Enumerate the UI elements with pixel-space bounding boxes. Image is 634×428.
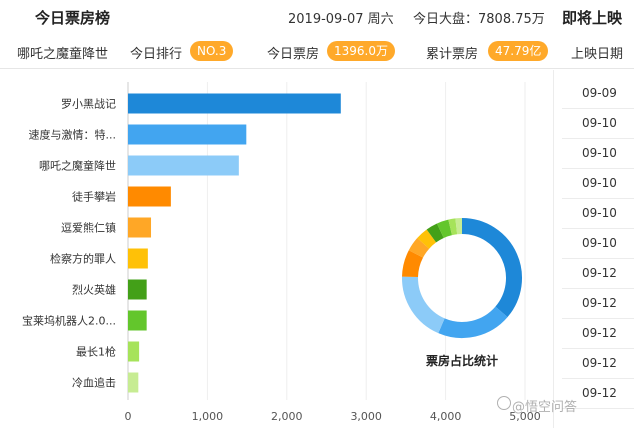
bar: [128, 248, 148, 269]
release-date-separator: [562, 138, 634, 139]
x-tick-label: 5,000: [509, 410, 541, 423]
box-office-chart: 0 1,000 2,000 3,000 4,000 5,000 罗小黑战记速度与激情：特..…: [22, 82, 541, 423]
bar-category-label: 宝莱坞机器人2.0...: [22, 314, 116, 328]
release-date: 09-12: [582, 386, 617, 400]
bar-category-label: 徒手攀岩: [72, 190, 116, 204]
release-date-separator: [562, 168, 634, 169]
release-date-separator: [562, 258, 634, 259]
donut-title: 票房占比统计: [426, 353, 498, 368]
release-date-separator: [562, 378, 634, 379]
donut-slice: [426, 223, 444, 243]
bar: [128, 93, 341, 114]
donut-slice: [417, 229, 437, 249]
release-date-separator: [562, 108, 634, 109]
release-date: 09-09: [582, 86, 617, 100]
total-box-badge: 47.79亿: [488, 41, 549, 61]
watermark-icon: [497, 396, 511, 410]
bar-category-label: 速度与激情：特...: [29, 128, 117, 142]
bar: [128, 279, 147, 300]
release-date-separator: [562, 288, 634, 289]
bar-category-label: 烈火英雄: [72, 283, 116, 297]
upcoming-title: 即将上映: [562, 9, 623, 27]
rank-badge: NO.3: [190, 41, 234, 61]
header: 今日票房榜 2019-09-07 周六 今日大盘：7808.75万 即将上映: [0, 0, 634, 34]
market-total-text: 今日大盘：7808.75万: [413, 12, 545, 27]
release-date: 09-12: [582, 296, 617, 310]
bar-category-label: 冷血追击: [72, 376, 116, 390]
donut-slice: [438, 306, 508, 338]
today-box-badge: 1396.0万: [327, 41, 395, 61]
release-date-separator: [562, 198, 634, 199]
bar: [128, 186, 171, 207]
release-date: 09-12: [582, 326, 617, 340]
bar-category-label: 最长1枪: [76, 345, 116, 359]
x-tick-label: 3,000: [350, 410, 382, 423]
bar: [128, 124, 247, 145]
date-text: 2019-09-07 周六: [288, 12, 394, 27]
watermark: @悟空问答: [512, 400, 578, 415]
release-date-separator: [562, 348, 634, 349]
bar: [128, 341, 140, 362]
release-date: 09-12: [582, 356, 617, 370]
release-date: 09-12: [582, 266, 617, 280]
bar: [128, 372, 139, 393]
bar: [128, 155, 239, 176]
release-date-separator: [562, 408, 634, 409]
upcoming-list: 09-09 09-10 09-10 09-10 09-10 09-10 09-12 09-12…: [553, 70, 634, 428]
x-tick-label: 0: [125, 410, 132, 423]
x-tick-label: 2,000: [271, 410, 303, 423]
release-date: 09-10: [582, 206, 617, 220]
bar-category-label: 哪吒之魔童降世: [39, 159, 116, 173]
x-tick-label: 4,000: [430, 410, 462, 423]
movie-name: 哪吒之魔童降世: [17, 47, 109, 62]
total-box-label: 累计票房: [426, 47, 479, 62]
donut-slice: [461, 218, 522, 318]
release-date: 09-10: [582, 236, 617, 250]
donut-slice: [437, 219, 453, 239]
bar-category-label: 逗爱熊仁镇: [61, 221, 116, 235]
release-date-column-label: 上映日期: [571, 47, 624, 62]
today-box-label: 今日票房: [267, 47, 320, 62]
page-title: 今日票房榜: [35, 9, 111, 27]
rank-label: 今日排行: [130, 47, 183, 62]
donut-slice: [402, 250, 424, 278]
bar: [128, 217, 152, 238]
bar-category-label: 检察方的罪人: [50, 252, 116, 266]
x-tick-label: 1,000: [192, 410, 224, 423]
bar: [128, 310, 147, 331]
release-date: 09-10: [582, 146, 617, 160]
donut-slice: [408, 238, 430, 258]
divider: [0, 68, 634, 69]
bar-category-label: 罗小黑战记: [61, 98, 116, 111]
donut-slice: [402, 276, 445, 334]
release-date-separator: [562, 318, 634, 319]
release-date: 09-10: [582, 116, 617, 130]
donut-slice: [448, 218, 458, 236]
release-date: 09-10: [582, 176, 617, 190]
release-date-separator: [562, 228, 634, 229]
movie-info-row: 哪吒之魔童降世 今日排行 NO.3 今日票房 1396.0万 累计票房 47.7…: [0, 36, 634, 66]
